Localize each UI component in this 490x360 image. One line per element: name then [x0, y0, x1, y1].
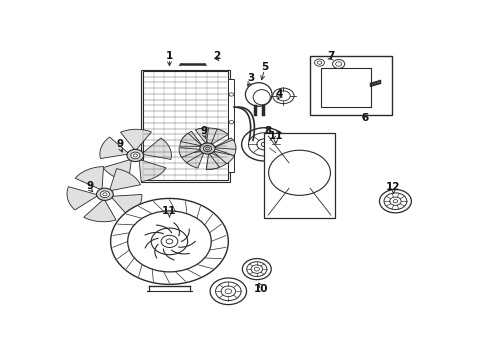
Circle shape — [97, 188, 113, 201]
Text: 7: 7 — [327, 51, 335, 61]
Circle shape — [276, 91, 290, 101]
Polygon shape — [187, 153, 204, 168]
Ellipse shape — [253, 90, 270, 105]
Circle shape — [131, 152, 140, 159]
Circle shape — [203, 145, 212, 152]
Bar — [265, 133, 335, 218]
Circle shape — [133, 154, 137, 157]
Bar — [228, 79, 234, 172]
Circle shape — [128, 211, 211, 272]
Polygon shape — [75, 167, 103, 189]
Circle shape — [204, 146, 211, 151]
Polygon shape — [180, 131, 202, 147]
Circle shape — [242, 128, 287, 161]
Circle shape — [333, 59, 345, 68]
Polygon shape — [211, 129, 228, 144]
Text: 6: 6 — [362, 113, 368, 123]
Polygon shape — [214, 151, 234, 164]
Circle shape — [111, 198, 228, 284]
Bar — [141, 69, 230, 182]
Circle shape — [206, 147, 209, 150]
Circle shape — [248, 133, 280, 156]
Circle shape — [151, 228, 188, 255]
Circle shape — [200, 144, 214, 153]
Bar — [321, 68, 371, 107]
Circle shape — [229, 148, 234, 152]
Polygon shape — [103, 160, 131, 181]
Circle shape — [225, 289, 232, 294]
Polygon shape — [196, 128, 209, 143]
Circle shape — [317, 61, 322, 64]
Polygon shape — [206, 154, 220, 169]
Polygon shape — [179, 148, 200, 157]
Polygon shape — [180, 151, 203, 167]
Text: 2: 2 — [213, 51, 220, 61]
Circle shape — [247, 262, 267, 276]
Bar — [310, 56, 392, 115]
Polygon shape — [214, 138, 236, 156]
Text: 11: 11 — [162, 206, 177, 216]
Polygon shape — [215, 140, 236, 149]
Circle shape — [100, 191, 110, 198]
Text: 9: 9 — [117, 139, 123, 149]
Text: 11: 11 — [269, 131, 283, 141]
Polygon shape — [206, 153, 228, 169]
Text: 4: 4 — [276, 90, 283, 99]
Polygon shape — [181, 133, 201, 146]
Circle shape — [229, 121, 234, 124]
Text: 10: 10 — [253, 284, 268, 293]
Circle shape — [216, 282, 241, 301]
Text: 8: 8 — [265, 126, 272, 135]
Polygon shape — [110, 169, 141, 190]
Ellipse shape — [245, 83, 272, 106]
Bar — [143, 71, 228, 180]
Polygon shape — [121, 129, 151, 149]
Circle shape — [161, 235, 178, 247]
Circle shape — [261, 142, 268, 147]
Circle shape — [390, 197, 401, 205]
Circle shape — [273, 88, 294, 104]
Text: 1: 1 — [166, 51, 173, 61]
Text: 9: 9 — [86, 181, 93, 191]
Text: 5: 5 — [261, 62, 268, 72]
Circle shape — [243, 258, 271, 280]
Circle shape — [384, 193, 407, 210]
Circle shape — [103, 193, 107, 196]
Text: 3: 3 — [247, 73, 255, 83]
Circle shape — [210, 278, 246, 305]
Circle shape — [257, 139, 272, 150]
Circle shape — [336, 62, 342, 66]
Circle shape — [221, 286, 236, 297]
Circle shape — [206, 147, 209, 150]
Circle shape — [251, 265, 263, 273]
Circle shape — [166, 239, 173, 244]
Circle shape — [254, 267, 259, 271]
Circle shape — [127, 149, 144, 162]
Polygon shape — [67, 187, 97, 210]
Polygon shape — [139, 160, 166, 181]
Circle shape — [393, 199, 398, 203]
Polygon shape — [100, 137, 128, 158]
Polygon shape — [143, 138, 171, 159]
Text: 9: 9 — [200, 126, 207, 135]
Circle shape — [200, 143, 215, 154]
Polygon shape — [201, 128, 225, 144]
Circle shape — [229, 93, 234, 96]
Polygon shape — [112, 194, 142, 216]
Circle shape — [269, 150, 330, 195]
Text: 12: 12 — [386, 183, 401, 192]
Circle shape — [379, 190, 412, 213]
Polygon shape — [84, 200, 116, 222]
Circle shape — [315, 59, 324, 66]
